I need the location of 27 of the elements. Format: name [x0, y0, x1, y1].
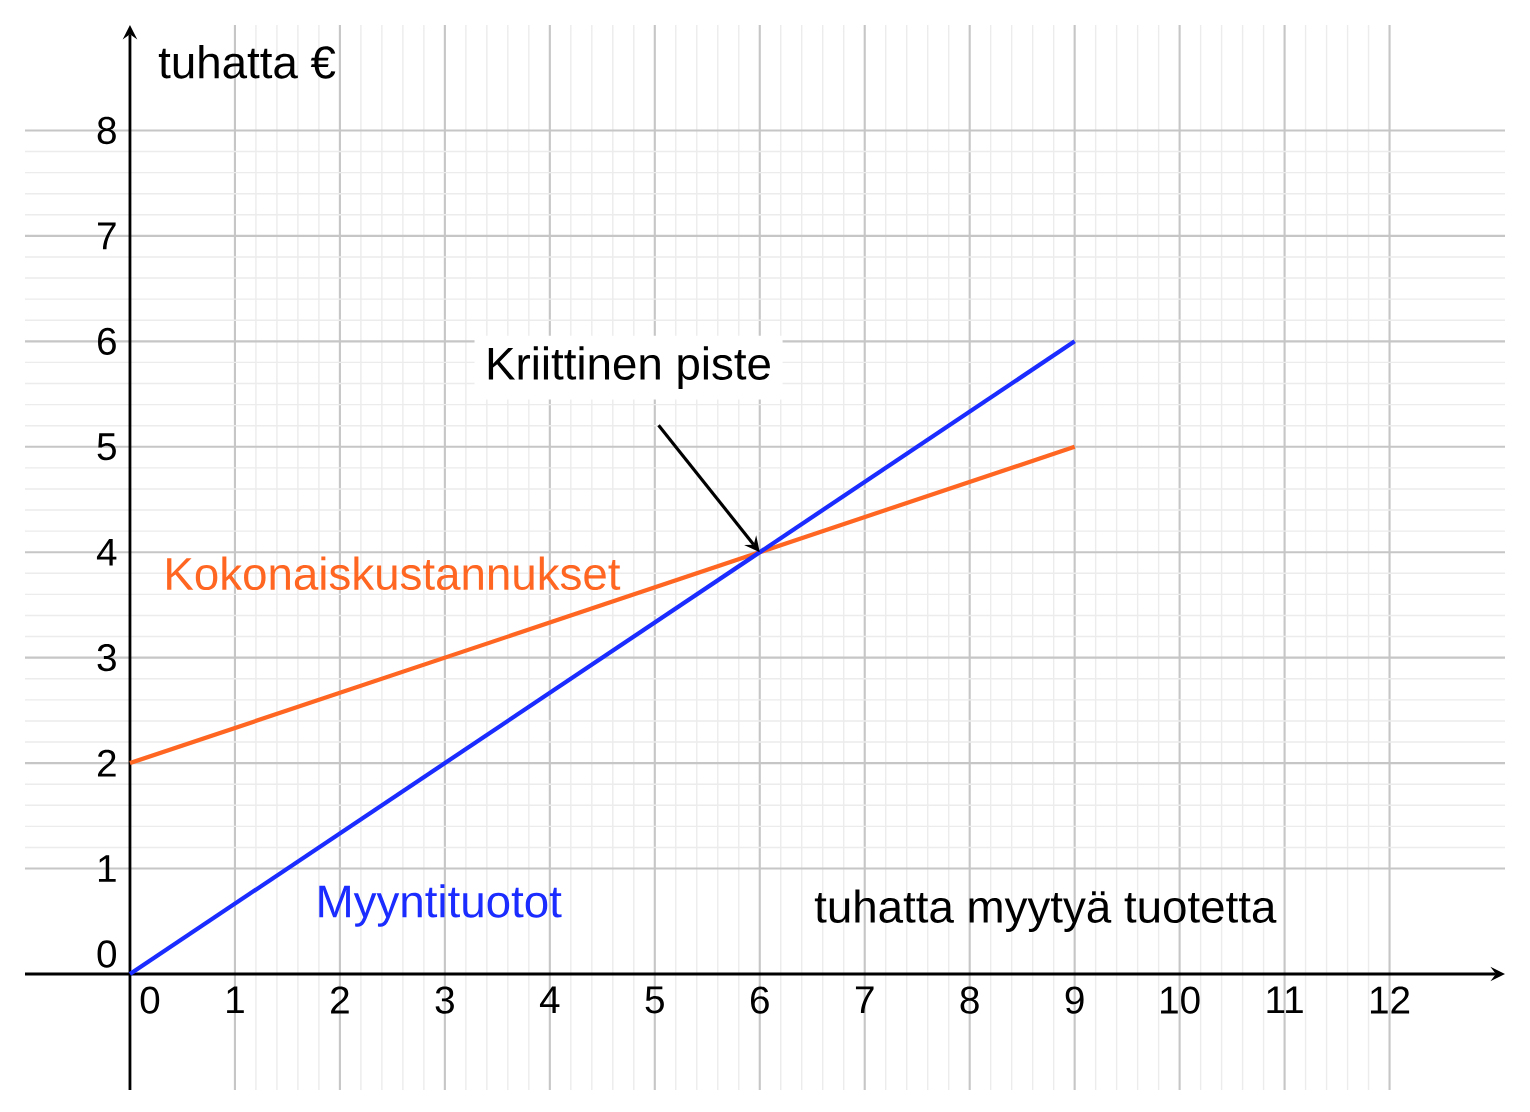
x-tick-label: 3: [435, 986, 454, 1014]
x-tick-label: 2: [331, 986, 349, 1014]
y-tick-label: 2: [97, 749, 116, 777]
x-tick-label: 10: [1161, 986, 1200, 1014]
x-tick-label: 8: [960, 986, 979, 1014]
x-tick-label: 9: [1065, 986, 1084, 1014]
y-tick-label: 7: [98, 222, 116, 250]
y-tick-label: 1: [98, 855, 116, 882]
y-tick-label: 5: [97, 433, 116, 461]
y-tick-label: 3: [97, 644, 116, 672]
y-tick-label: 6: [98, 327, 116, 356]
series-label: Myyntituotot: [319, 884, 562, 927]
x-tick-label: 12: [1370, 986, 1410, 1014]
y-tick-label: 4: [96, 538, 117, 566]
y-tick-label: 0: [97, 940, 116, 968]
x-axis-title: tuhatta myytyä tuotetta: [814, 889, 1277, 933]
x-tick-label: 6: [750, 986, 769, 1014]
x-tick-label: 1: [227, 986, 244, 1014]
x-tick-label: 0: [140, 986, 160, 1014]
x-tick-label: 5: [645, 986, 664, 1014]
x-tick-label: 11: [1267, 986, 1303, 1014]
y-tick-label: 8: [97, 116, 116, 145]
series-label: Kokonaiskustannukset: [167, 556, 621, 591]
x-tick-label: 7: [855, 986, 874, 1014]
x-tick-label: 4: [539, 986, 560, 1014]
y-axis-title: tuhatta €: [158, 45, 336, 79]
annotation: Kriittinen piste: [488, 346, 770, 389]
